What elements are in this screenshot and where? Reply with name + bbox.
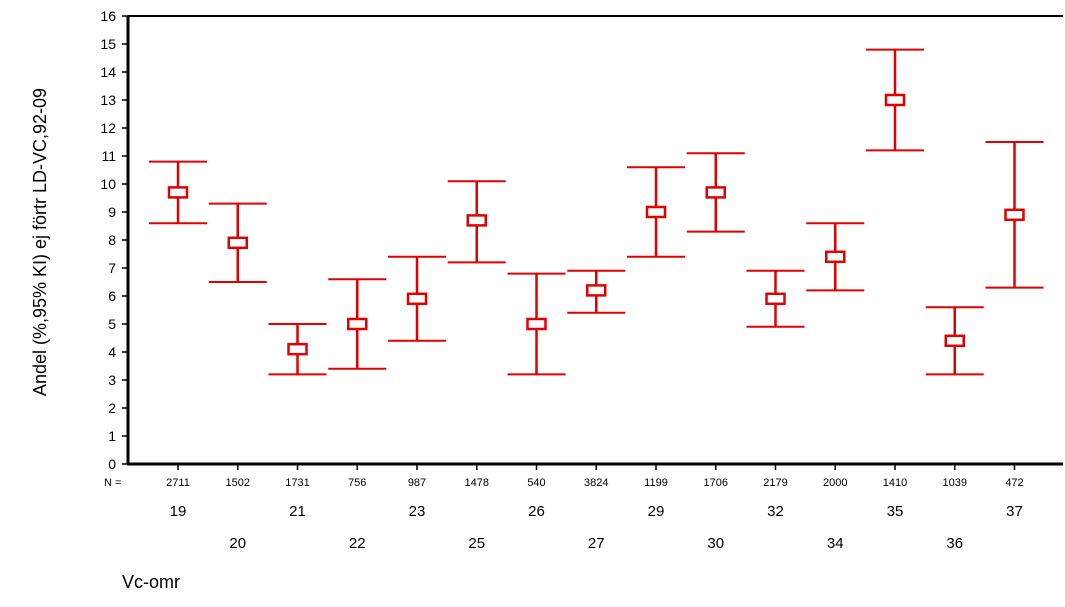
n-count-label: 987: [408, 477, 426, 489]
error-bar-group: [447, 180, 506, 264]
category-label: 36: [946, 535, 963, 552]
y-tick-label: 2: [108, 400, 116, 416]
category-label: 35: [887, 503, 904, 520]
n-prefix-label: N =: [104, 477, 121, 489]
mean-marker: [1004, 208, 1025, 222]
error-bar-group: [746, 269, 805, 328]
y-axis-title: Andel (%,95% KI) ej förtr LD-VC,92-09: [30, 88, 50, 396]
n-count-label: 1478: [465, 477, 489, 489]
category-label: 34: [827, 535, 844, 552]
category-label: 19: [170, 503, 187, 520]
mean-marker: [825, 250, 846, 264]
mean-marker: [645, 205, 667, 219]
y-tick-label: 12: [100, 120, 116, 136]
y-tick-label: 0: [108, 456, 116, 472]
category-label: 25: [468, 535, 485, 552]
error-bar-group: [328, 278, 387, 370]
y-tick-label: 13: [100, 92, 116, 108]
y-tick-label: 10: [100, 176, 116, 192]
x-axis-labels: 2711 19 1502 20 1731 21 756 22 987 23 1478 25 540 26 3…: [166, 464, 1024, 552]
mean-marker: [944, 334, 965, 348]
mean-marker: [884, 93, 906, 107]
error-bar-group: [507, 272, 566, 376]
mean-marker: [705, 186, 726, 199]
plot-frame: [126, 15, 1063, 466]
category-label: 21: [289, 503, 306, 520]
y-tick-label: 9: [108, 204, 116, 220]
y-tick-label: 11: [101, 148, 116, 164]
error-bar-group: [388, 255, 446, 342]
error-bars: [149, 48, 1044, 376]
n-count-label: 1502: [226, 477, 250, 489]
category-label: 20: [229, 535, 246, 552]
category-label: 29: [648, 503, 665, 520]
y-tick-label: 15: [100, 36, 116, 52]
n-count-label: 1706: [704, 477, 728, 489]
n-count-label: 1039: [943, 477, 967, 489]
mean-marker: [586, 284, 607, 297]
category-label: 23: [409, 503, 426, 520]
category-label: 37: [1006, 503, 1023, 520]
error-bar-group: [208, 202, 267, 283]
y-tick-label: 8: [108, 232, 116, 248]
error-bar-group: [925, 306, 984, 376]
category-label: 27: [588, 535, 605, 552]
error-bar-group: [149, 160, 207, 225]
y-tick-label: 4: [108, 344, 116, 360]
n-count-label: 756: [348, 477, 366, 489]
error-bar-group: [686, 152, 745, 233]
error-bar-group: [806, 222, 865, 292]
n-count-label: 1731: [285, 477, 309, 489]
error-bar-group: [985, 141, 1044, 289]
error-bar-group: [268, 323, 327, 376]
category-label: 26: [528, 503, 545, 520]
y-tick-label: 14: [100, 64, 116, 80]
y-tick-label: 7: [108, 260, 116, 276]
error-bar-group: [866, 48, 924, 152]
y-tick-label: 3: [108, 372, 116, 388]
mean-marker: [765, 292, 786, 306]
category-label: 32: [767, 503, 784, 520]
y-tick-label: 6: [108, 288, 116, 304]
category-label: 30: [707, 535, 724, 552]
mean-marker: [526, 317, 547, 331]
x-axis-title: Vc-omr: [122, 572, 180, 592]
y-tick-label: 1: [108, 428, 116, 444]
y-tick-label: 16: [100, 8, 116, 24]
n-count-label: 2179: [763, 477, 787, 489]
n-count-label: 2711: [166, 477, 190, 489]
mean-marker: [466, 214, 487, 227]
n-count-label: 1199: [644, 477, 668, 489]
mean-marker: [347, 317, 368, 331]
n-count-label: 472: [1005, 477, 1023, 489]
n-count-label: 1410: [883, 477, 907, 489]
y-tick-label: 5: [108, 316, 116, 332]
error-bar-group: [627, 166, 685, 258]
mean-marker: [406, 292, 428, 306]
mean-marker: [287, 342, 308, 356]
n-count-label: 2000: [823, 477, 847, 489]
category-label: 22: [349, 535, 366, 552]
mean-marker: [227, 236, 248, 250]
n-count-label: 3824: [584, 477, 608, 489]
n-count-label: 540: [527, 477, 545, 489]
mean-marker: [167, 186, 189, 199]
error-bar-group: [567, 269, 626, 314]
